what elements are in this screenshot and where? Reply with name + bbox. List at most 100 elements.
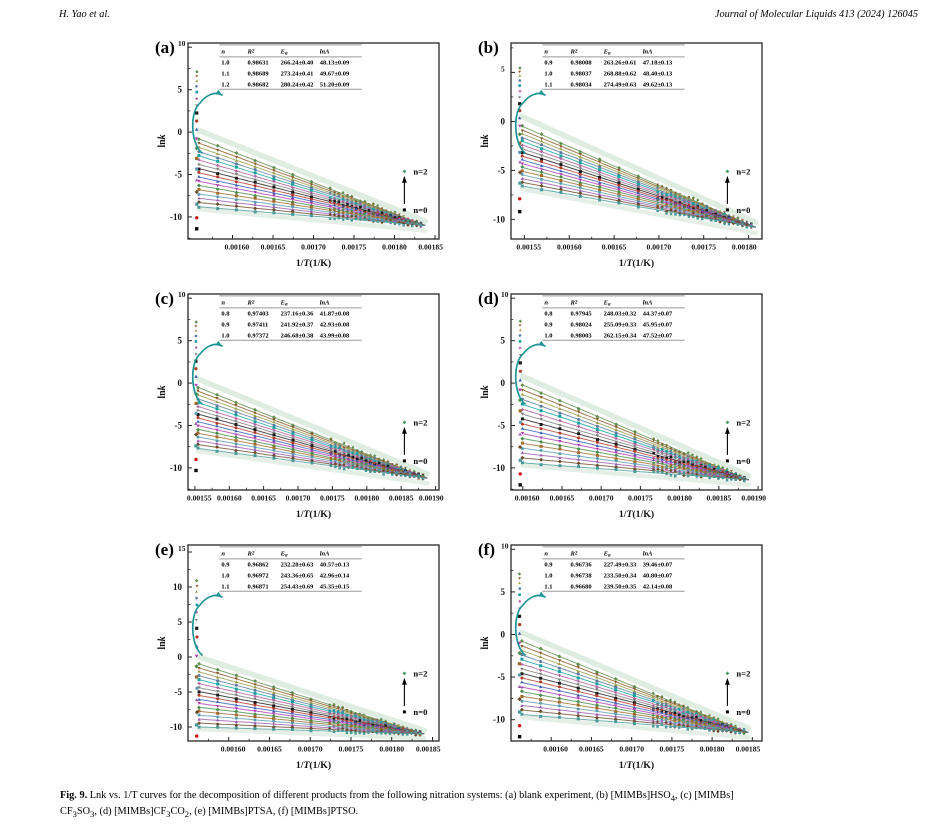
svg-text:241.92±0.37: 241.92±0.37 — [281, 322, 315, 329]
svg-text:1.0: 1.0 — [544, 332, 552, 339]
svg-text:lnk: lnk — [480, 135, 491, 148]
svg-text:n=2: n=2 — [736, 418, 750, 428]
svg-text:-5: -5 — [497, 672, 505, 682]
svg-text:n=0: n=0 — [736, 205, 750, 215]
svg-text:0.00180: 0.00180 — [382, 243, 407, 252]
svg-text:0.00180: 0.00180 — [700, 745, 725, 754]
svg-text:0.00165: 0.00165 — [251, 494, 276, 503]
svg-text:51.20±0.09: 51.20±0.09 — [320, 81, 350, 88]
svg-text:0.00190: 0.00190 — [741, 494, 766, 503]
svg-text:0.00175: 0.00175 — [659, 745, 684, 754]
svg-text:227.49±0.33: 227.49±0.33 — [603, 562, 637, 569]
svg-text:0.98682: 0.98682 — [248, 81, 269, 88]
svg-text:n=2: n=2 — [736, 669, 750, 679]
svg-text:45.95±0.07: 45.95±0.07 — [642, 322, 672, 329]
svg-text:0.96736: 0.96736 — [570, 562, 592, 569]
svg-text:n: n — [544, 551, 548, 558]
svg-text:0.00175: 0.00175 — [628, 494, 653, 503]
svg-text:-5: -5 — [175, 687, 183, 697]
svg-text:0.00160: 0.00160 — [543, 745, 568, 754]
svg-text:0.9: 0.9 — [544, 60, 553, 67]
svg-text:1.1: 1.1 — [544, 583, 552, 590]
svg-text:263.26±0.61: 263.26±0.61 — [603, 60, 636, 67]
svg-text:0.00170: 0.00170 — [589, 494, 614, 503]
svg-text:0.00185: 0.00185 — [418, 243, 443, 252]
svg-text:Ea: Ea — [280, 551, 288, 559]
svg-text:0.00165: 0.00165 — [602, 243, 627, 252]
svg-text:0.97372: 0.97372 — [248, 332, 269, 339]
svg-text:1/T(1/K): 1/T(1/K) — [296, 760, 331, 771]
svg-text:0.00155: 0.00155 — [516, 243, 541, 252]
svg-text:n: n — [544, 300, 548, 307]
svg-text:0.00180: 0.00180 — [354, 494, 379, 503]
svg-text:0.00175: 0.00175 — [320, 494, 345, 503]
svg-text:(c): (c) — [155, 289, 174, 308]
svg-text:Ea: Ea — [280, 300, 288, 308]
svg-text:0.00185: 0.00185 — [389, 494, 414, 503]
svg-text:0.00165: 0.00165 — [549, 494, 574, 503]
svg-text:0.00185: 0.00185 — [706, 494, 731, 503]
svg-text:0.98024: 0.98024 — [570, 322, 592, 329]
svg-text:0.97411: 0.97411 — [248, 322, 269, 329]
svg-text:0.98008: 0.98008 — [570, 60, 592, 67]
svg-text:lnA: lnA — [320, 49, 330, 56]
svg-text:lnA: lnA — [642, 551, 652, 558]
svg-text:1/T(1/K): 1/T(1/K) — [296, 258, 331, 269]
svg-text:1.0: 1.0 — [544, 573, 552, 580]
svg-text:0.00160: 0.00160 — [221, 745, 246, 754]
svg-text:0.96972: 0.96972 — [248, 573, 269, 580]
svg-text:n: n — [221, 300, 225, 307]
svg-text:0.97945: 0.97945 — [570, 311, 592, 318]
svg-text:45.35±0.15: 45.35±0.15 — [320, 583, 350, 590]
svg-text:0.00160: 0.00160 — [515, 494, 540, 503]
svg-text:0.96871: 0.96871 — [248, 583, 269, 590]
svg-text:0.00170: 0.00170 — [298, 745, 323, 754]
svg-text:0.00180: 0.00180 — [379, 745, 404, 754]
svg-text:-10: -10 — [493, 715, 505, 725]
svg-text:0: 0 — [178, 127, 183, 137]
svg-text:n=0: n=0 — [413, 456, 427, 466]
svg-text:lnA: lnA — [642, 300, 652, 307]
svg-text:1.2: 1.2 — [221, 81, 229, 88]
svg-text:-5: -5 — [175, 170, 183, 180]
svg-text:1.0: 1.0 — [221, 573, 229, 580]
svg-text:1.1: 1.1 — [221, 71, 229, 78]
svg-text:40.57±0.13: 40.57±0.13 — [320, 562, 350, 569]
svg-text:0.98003: 0.98003 — [570, 332, 592, 339]
svg-text:1/T(1/K): 1/T(1/K) — [619, 760, 654, 771]
svg-text:1/T(1/K): 1/T(1/K) — [296, 509, 331, 520]
svg-text:10: 10 — [501, 290, 509, 299]
svg-text:5: 5 — [178, 336, 183, 346]
svg-text:232.28±0.63: 232.28±0.63 — [281, 562, 315, 569]
svg-text:(f): (f) — [478, 540, 495, 559]
svg-text:0: 0 — [500, 117, 505, 127]
svg-text:0.9: 0.9 — [221, 562, 230, 569]
svg-text:1.0: 1.0 — [221, 60, 229, 67]
svg-text:41.87±0.08: 41.87±0.08 — [320, 311, 350, 318]
svg-text:0.00160: 0.00160 — [217, 494, 242, 503]
svg-text:0.00175: 0.00175 — [339, 745, 364, 754]
svg-text:0.98037: 0.98037 — [570, 71, 592, 78]
svg-text:39.46±0.07: 39.46±0.07 — [642, 562, 672, 569]
svg-text:-10: -10 — [493, 215, 505, 225]
svg-text:274.49±0.63: 274.49±0.63 — [603, 81, 637, 88]
svg-text:n=2: n=2 — [736, 167, 750, 177]
svg-text:lnk: lnk — [157, 386, 168, 399]
svg-text:n: n — [544, 49, 548, 56]
svg-text:0.9: 0.9 — [544, 562, 553, 569]
svg-text:(b): (b) — [478, 38, 499, 57]
svg-text:0.00160: 0.00160 — [225, 243, 250, 252]
svg-text:-10: -10 — [493, 463, 505, 473]
svg-text:0.00185: 0.00185 — [416, 745, 441, 754]
svg-text:-10: -10 — [170, 463, 182, 473]
svg-text:0.00180: 0.00180 — [667, 494, 692, 503]
svg-text:1.1: 1.1 — [221, 583, 229, 590]
svg-text:40.80±0.07: 40.80±0.07 — [642, 573, 672, 580]
svg-text:lnk: lnk — [157, 637, 168, 650]
svg-text:Ea: Ea — [280, 49, 288, 57]
svg-text:n=0: n=0 — [413, 707, 427, 717]
svg-text:lnA: lnA — [642, 49, 652, 56]
svg-text:0.00170: 0.00170 — [619, 745, 644, 754]
svg-text:280.24±0.42: 280.24±0.42 — [281, 81, 314, 88]
svg-text:10: 10 — [178, 290, 186, 299]
